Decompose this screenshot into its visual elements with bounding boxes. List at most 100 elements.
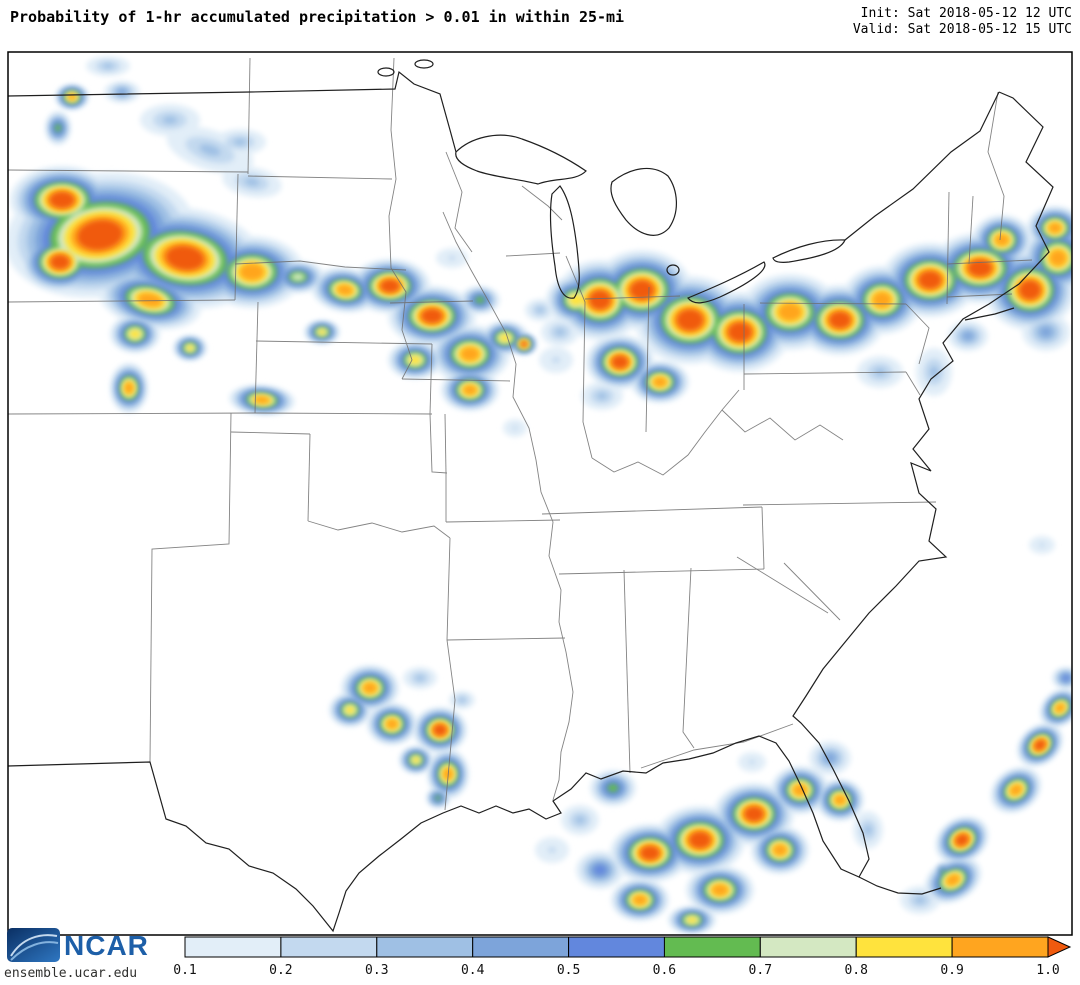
colorbar-segment [663, 936, 761, 958]
prob-contour [1038, 542, 1046, 548]
prob-contour [676, 309, 704, 331]
prob-contour [589, 290, 611, 310]
colorbar-segment [280, 936, 378, 958]
colorbar-tick-label: 0.5 [557, 963, 580, 978]
prob-contour [50, 254, 70, 270]
prob-contour [460, 347, 480, 361]
prob-contour [551, 356, 561, 364]
colorbar-tick-label: 0.2 [269, 963, 292, 978]
long-island [964, 307, 1015, 321]
prob-contour [1062, 675, 1070, 681]
prob-contour [345, 705, 355, 715]
prob-contour [463, 385, 477, 395]
prob-contour [968, 259, 992, 277]
prob-contour [475, 296, 485, 304]
colorbar-segment [472, 936, 570, 958]
prob-contour [686, 916, 698, 924]
prob-contour [918, 271, 942, 289]
prob-contour [941, 869, 945, 875]
prob-contour [239, 263, 265, 281]
prob-contour [199, 144, 221, 156]
probability-colorbar: 0.1 0.2 0.3 0.4 0.5 0.6 0.7 0.8 0.9 1.0 [173, 936, 1072, 978]
prob-contour [872, 291, 892, 309]
prob-contour [77, 219, 123, 251]
prob-contour [54, 123, 62, 133]
prob-contour [829, 311, 851, 329]
prob-contour [594, 865, 606, 875]
colorbar-tick-label: 0.8 [844, 963, 867, 978]
lake-superior [455, 134, 587, 185]
lake-ontario [772, 239, 846, 263]
coastline-and-lakes [8, 59, 1054, 933]
colorbar-tick-label: 0.4 [461, 963, 485, 978]
ncar-logo-mark [7, 928, 60, 962]
prob-contour [435, 795, 441, 801]
prob-contour [778, 302, 802, 322]
prob-contour [380, 279, 400, 293]
prob-contour [773, 844, 787, 856]
prob-contour [244, 178, 260, 186]
prob-contour [1055, 703, 1065, 713]
prob-contour [254, 396, 270, 404]
prob-contour [336, 284, 354, 296]
prob-contour [640, 846, 660, 860]
prob-contour [1019, 280, 1041, 300]
colorbar-tick-label: 0.1 [173, 963, 196, 978]
prob-contour [291, 273, 305, 281]
lake-huron [610, 167, 677, 236]
prob-contour [711, 884, 729, 896]
prob-contour [607, 783, 619, 793]
prob-contour [1049, 249, 1067, 267]
prob-contour [946, 874, 960, 886]
prob-contour [536, 307, 544, 313]
prob-contour [433, 724, 447, 736]
prob-contour [963, 332, 973, 340]
prob-contour-level-0.1 [8, 56, 1072, 934]
prob-contour [124, 382, 134, 394]
prob-contour [411, 756, 421, 764]
ncar-logo-text: NCAR [64, 930, 149, 961]
prob-contour [317, 329, 327, 335]
lake-michigan [549, 185, 580, 299]
site-url: ensemble.ucar.edu [4, 966, 138, 981]
prob-contour [575, 816, 585, 824]
colorbar-tick-label: 0.9 [940, 963, 963, 978]
valid-time-label: Valid: Sat 2018-05-12 15 UTC [852, 22, 1072, 37]
colorbar-tick-label: 1.0 [1036, 963, 1059, 978]
run-times: Init: Sat 2018-05-12 12 UTC Valid: Sat 2… [853, 6, 1072, 38]
prob-contour [547, 846, 557, 854]
colorbar-segment [759, 936, 857, 958]
colorbar-tick-label: 0.7 [749, 963, 772, 978]
prob-contour [408, 355, 422, 365]
prob-contour [994, 234, 1010, 246]
prob-contour [864, 825, 872, 835]
prob-contour [448, 255, 456, 261]
page-title: Probability of 1-hr accumulated precipit… [10, 8, 625, 26]
prob-contour [744, 806, 764, 822]
colorbar-tick-label: 0.6 [653, 963, 676, 978]
prob-contour [633, 895, 647, 905]
small-lake [377, 67, 395, 77]
prob-contour [512, 425, 518, 431]
init-time-label: Init: Sat 2018-05-12 12 UTC [860, 6, 1072, 21]
small-lake [414, 59, 434, 69]
prob-contour [1009, 784, 1023, 796]
prob-contour [1048, 222, 1062, 234]
state-borders [8, 57, 1033, 811]
florida-keys [858, 876, 942, 895]
prob-contour [1034, 739, 1046, 751]
prob-contour [49, 191, 75, 209]
prob-contour [458, 697, 466, 703]
prob-contour-level-1.0 [49, 191, 1046, 860]
colorbar-segment [951, 936, 1049, 958]
atlantic-gulf-coastline [8, 91, 1054, 933]
probability-contours [8, 56, 1072, 934]
prob-contour [955, 834, 969, 846]
prob-contour [102, 63, 114, 69]
prob-contour [915, 896, 925, 904]
prob-contour [568, 294, 584, 306]
colorbar-segment [855, 936, 953, 958]
lake-erie [687, 261, 766, 304]
colorbar-segment [568, 936, 665, 958]
